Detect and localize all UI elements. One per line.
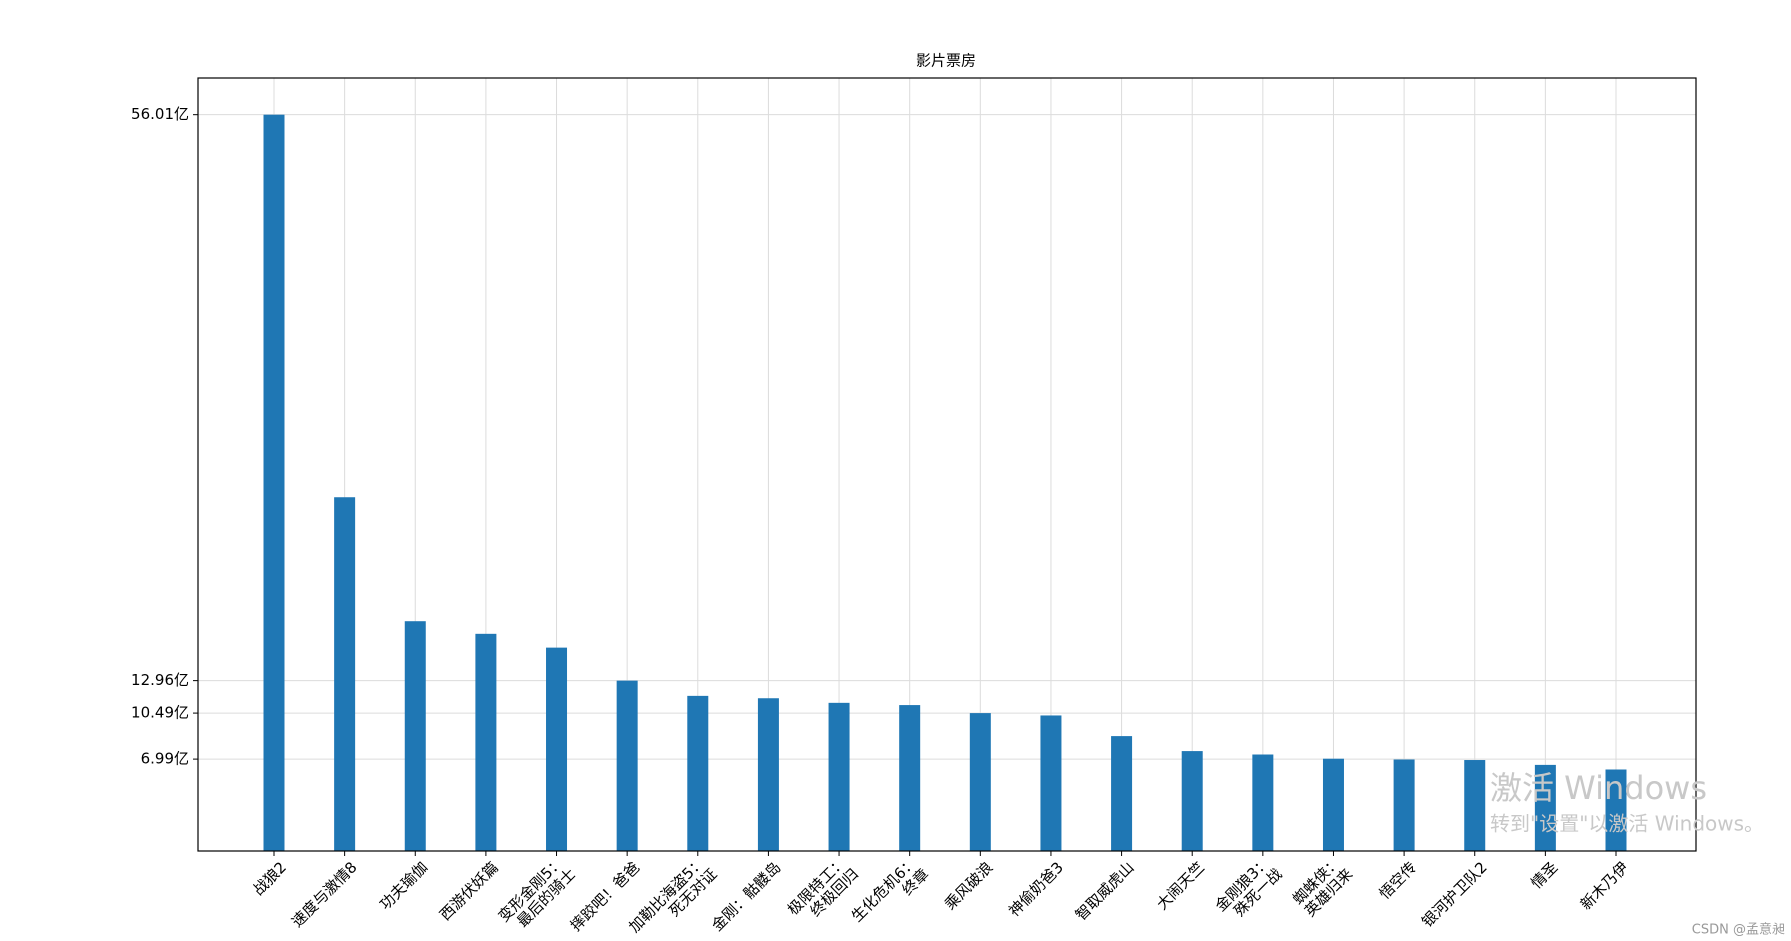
y-tick-label: 6.99亿 [141, 750, 189, 768]
bar [546, 647, 568, 851]
y-tick-label: 10.49亿 [131, 704, 189, 722]
x-tick-label: 智取威虎山 [1072, 858, 1138, 924]
chart-title: 影片票房 [916, 52, 976, 70]
bar [1322, 758, 1344, 851]
bar [757, 698, 779, 851]
bar [687, 695, 709, 851]
x-tick-label: 情圣 [1527, 858, 1561, 892]
y-tick-label: 12.96亿 [131, 671, 189, 689]
x-tick-label: 银河护卫队2 [1418, 858, 1491, 931]
annotation: 转到"设置"以激活 Windows。 [1490, 812, 1764, 836]
x-tick-label: 蜘蛛侠：英雄归来 [1289, 853, 1356, 920]
x-tick-label: 功夫瑜伽 [376, 858, 431, 913]
x-tick-label: 极限特工：终极回归 [784, 853, 862, 931]
bar [969, 713, 991, 851]
x-tick-label: 金刚狼3：殊死一战 [1211, 853, 1285, 927]
bar [334, 497, 356, 851]
bar [1534, 764, 1556, 851]
bar [828, 702, 850, 851]
bar [616, 680, 638, 851]
x-tick-label: 生化危机6：终章 [848, 853, 933, 938]
bar [475, 633, 497, 851]
x-tick-label: 大闹天竺 [1153, 858, 1208, 913]
x-tick-label: 悟空传 [1376, 858, 1421, 903]
x-tick-label: 金刚：骷髅岛 [708, 858, 784, 934]
bar [1040, 715, 1062, 851]
x-tick-label: 西游伏妖篇 [436, 858, 502, 924]
y-tick-label: 56.01亿 [131, 105, 189, 123]
bar [1181, 751, 1203, 851]
bar [1111, 736, 1133, 851]
annotation: 激活 Windows [1490, 769, 1707, 807]
bar [899, 705, 921, 851]
plot-frame [197, 77, 1697, 852]
x-tick-label: 新木乃伊 [1577, 858, 1632, 913]
bar [1464, 760, 1486, 851]
bar [404, 621, 426, 851]
bar [1252, 754, 1274, 851]
x-tick-label: 神偷奶爸3 [1005, 858, 1067, 920]
bar [263, 114, 285, 852]
bar [1393, 759, 1415, 851]
x-tick-label: 加勒比海盗5：死无对证 [625, 853, 720, 941]
annotation: CSDN @孟意昶 [1692, 922, 1785, 938]
x-tick-label: 速度与激情8 [288, 858, 361, 931]
x-tick-label: 乘风破浪 [941, 858, 996, 913]
bar [1605, 769, 1627, 851]
x-tick-label: 战狼2 [249, 858, 290, 899]
x-tick-label: 变形金刚5：最后的骑士 [494, 853, 579, 938]
